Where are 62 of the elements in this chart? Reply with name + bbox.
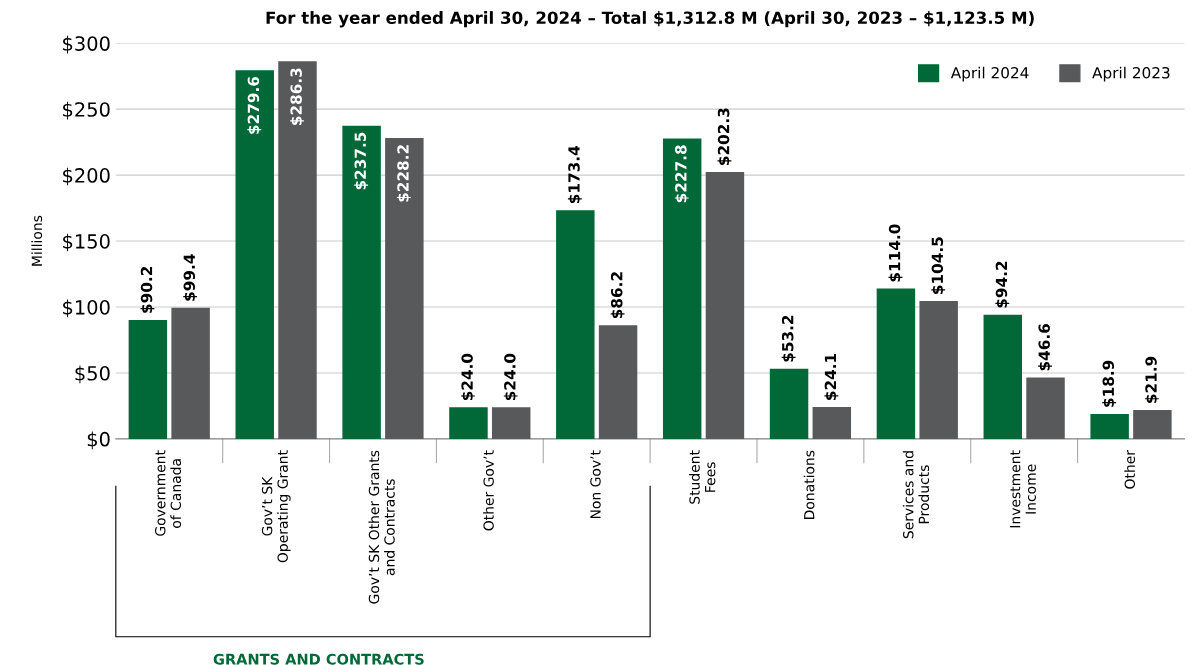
x-tick-label: Student Fees [689,450,716,504]
bar [171,307,210,439]
data-label: $86.2 [610,272,625,319]
data-label: $90.2 [140,267,155,313]
bar [1133,410,1172,439]
data-label: $24.0 [461,353,475,401]
y-tick-label: $50 [75,365,110,384]
data-label: $202.3 [717,108,732,165]
bar [235,70,274,439]
data-label: $279.6 [247,76,262,134]
data-label: $21.9 [1145,356,1159,403]
bar [983,314,1023,439]
y-tick-label: $300 [63,35,110,54]
data-label: $104.5 [931,237,946,294]
bar [128,319,168,439]
bar [876,288,916,439]
y-axis-title: Millions [31,215,43,266]
data-label: $237.5 [354,132,369,190]
x-tick-label: Other [1124,450,1136,489]
data-label: $286.3 [290,68,304,125]
data-label: $114.0 [888,224,903,282]
chart-title: For the year ended April 30, 2024 – Total $1,312.8 M (April 30, 2023 – $1,123.5 M) [266,11,1034,28]
bar [449,407,488,439]
bar [1026,377,1065,439]
x-tick-label: Gov’t SK Operating Grant [261,450,291,563]
data-label: $99.4 [183,254,198,301]
data-label: $53.2 [781,315,796,362]
bar [769,368,809,439]
x-tick-label: Non Gov’t [590,450,601,519]
x-tick-label: Government of Canada [155,450,182,536]
data-label: $24.0 [503,353,518,401]
y-tick-label: $100 [63,299,110,318]
y-tick-label: $0 [87,431,110,450]
y-tick-label: $150 [63,233,110,252]
x-tick-label: Services and Products [902,451,930,539]
data-label: $228.2 [396,145,411,202]
bar [919,301,958,439]
x-tick-label: Investment Income [1010,450,1036,528]
data-label: $173.4 [567,146,582,204]
bar [491,407,531,439]
y-tick-label: $200 [63,167,110,186]
text: GRANTS AND CONTRACTS [213,653,424,665]
bar [812,407,852,439]
bar [556,210,595,439]
data-label: $46.6 [1038,324,1052,371]
bar [342,125,381,439]
data-label: $94.2 [995,261,1010,308]
bar [705,172,745,439]
x-tick-label: Gov’t SK Other Grants and Contracts [368,450,395,604]
data-label: $24.1 [824,353,839,400]
data-label: $18.9 [1102,360,1117,407]
bar [385,137,424,439]
y-tick-label: $250 [63,101,110,120]
bar [1090,413,1129,439]
data-label: $227.8 [674,145,689,203]
x-tick-label: Other Gov’t [483,450,494,531]
legend-label: April 2023 [1092,66,1170,82]
legend-label: April 2024 [950,66,1029,82]
x-tick-label: Donations [803,450,815,519]
bar [662,138,702,439]
bar [598,325,638,439]
bar [278,61,317,439]
